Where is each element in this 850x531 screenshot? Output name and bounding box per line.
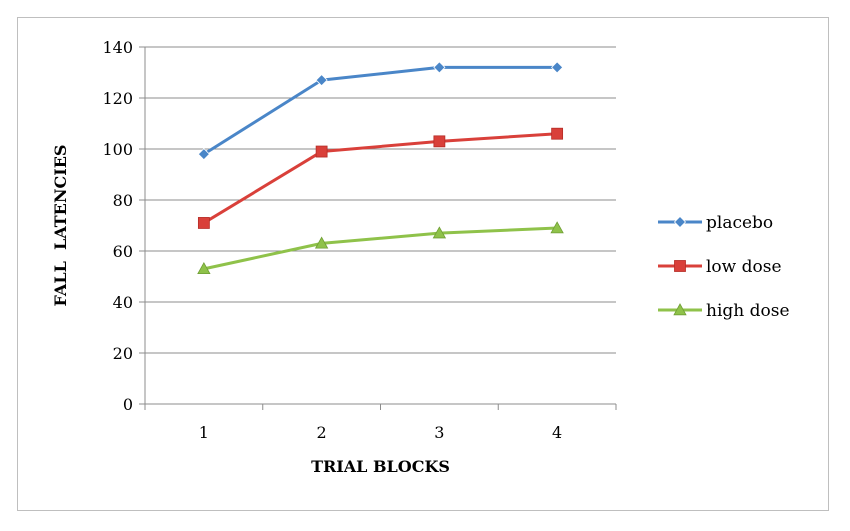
x-tick-label: 3 (434, 423, 444, 442)
legend-marker (673, 303, 687, 316)
data-point (433, 61, 446, 74)
y-tick-label: 100 (102, 140, 133, 159)
y-tick-label: 80 (113, 191, 133, 210)
data-point (197, 262, 211, 275)
gridlines (145, 46, 616, 354)
legend-label: low dose (706, 257, 782, 277)
legend-label: high dose (706, 301, 790, 321)
data-point (551, 61, 564, 74)
series-low-dose (197, 127, 564, 229)
legend-marker (673, 215, 687, 229)
y-tick-label: 0 (123, 395, 133, 414)
y-tick-label: 120 (102, 89, 133, 108)
y-tick-label: 40 (113, 293, 133, 312)
data-point (432, 226, 447, 239)
legend-item: placebo (658, 213, 773, 233)
legend-item: low dose (658, 257, 782, 277)
legend: placebo low dose high dose (658, 213, 790, 321)
series-line (203, 132, 558, 225)
legend-label: placebo (706, 213, 773, 233)
chart-frame (17, 17, 829, 511)
series-line (203, 65, 558, 156)
y-tick-label: 20 (113, 344, 133, 363)
legend-marker (674, 260, 686, 272)
series-placebo (197, 61, 564, 161)
series-high-dose (197, 221, 564, 275)
data-point (314, 236, 329, 249)
x-tick-label: 1 (199, 423, 209, 442)
data-point (550, 221, 564, 234)
series-group (197, 61, 564, 275)
data-point (551, 127, 564, 140)
y-tick-label: 140 (102, 38, 133, 57)
x-tick-label: 4 (552, 423, 562, 442)
data-point (197, 148, 210, 161)
y-tick-label: 60 (113, 242, 133, 261)
data-point (433, 135, 446, 148)
data-point (197, 217, 210, 229)
x-tick-label: 2 (317, 423, 327, 442)
data-point (315, 145, 328, 158)
series-line (203, 226, 558, 271)
legend-item: high dose (658, 301, 790, 321)
x-axis-title: TRIAL BLOCKS (311, 457, 450, 476)
y-axis-title: FALL LATENCIES (51, 145, 70, 307)
axes: 0 20 40 60 80 100 120 140 1 2 3 4 (102, 38, 617, 442)
data-point (315, 74, 328, 87)
